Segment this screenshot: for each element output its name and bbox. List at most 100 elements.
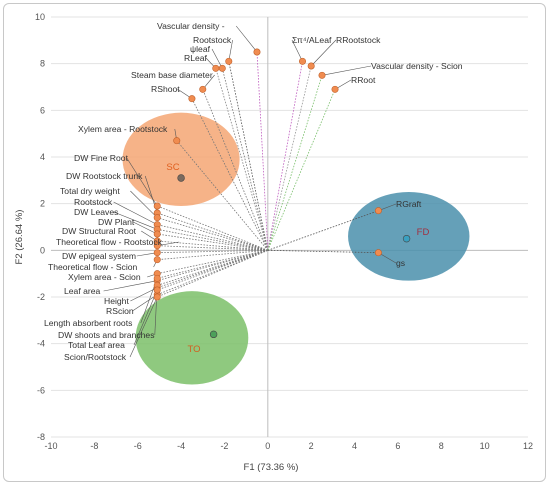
x-tick-label: 6	[395, 441, 400, 451]
observation-point-fd	[402, 234, 411, 243]
variable-point	[153, 274, 161, 282]
loading-vector	[157, 249, 268, 298]
x-tick-label: -6	[134, 441, 142, 451]
label-leader	[228, 39, 233, 62]
label-leader	[113, 201, 158, 225]
loading-vector	[221, 68, 269, 251]
variable-point	[331, 85, 339, 93]
pca-biplot: Vascular density -RootstockψleafRLeafSte…	[14, 12, 533, 473]
label-leader	[130, 190, 158, 218]
variable-label: RGraft	[396, 199, 422, 209]
loading-vector	[157, 217, 268, 251]
label-leader	[321, 65, 372, 76]
loading-vector	[267, 210, 379, 251]
variable-label: Steam base diameter	[131, 70, 213, 80]
variable-label: Vascular density - Scion	[371, 61, 463, 71]
variable-label: Xylem area - Scion	[68, 272, 141, 282]
x-tick-label: 2	[309, 441, 314, 451]
variable-point	[153, 286, 161, 294]
variable-label: gs	[396, 258, 405, 268]
label-leaders	[103, 25, 397, 358]
loading-vector	[267, 89, 336, 251]
variable-label: Vascular density -	[157, 21, 225, 31]
loading-vectors	[157, 51, 379, 298]
variable-label: DW Fine Root	[74, 153, 129, 163]
x-tick-label: 4	[352, 441, 357, 451]
loading-vector	[157, 240, 268, 251]
y-tick-label: -2	[37, 292, 45, 302]
variable-label: Scion/Rootstock	[64, 352, 127, 362]
variable-label: RRoot	[351, 75, 376, 85]
label-leader	[132, 294, 158, 312]
x-tick-label: -10	[44, 441, 57, 451]
loading-vector	[215, 68, 269, 251]
y-tick-label: 8	[40, 59, 45, 69]
variable-label: DW Plant	[98, 217, 135, 227]
variable-label: RShoot	[151, 84, 180, 94]
variable-label: DW Rootstock trunk	[66, 171, 143, 181]
variable-point	[218, 64, 226, 72]
x-tick-label: -4	[177, 441, 185, 451]
loading-vector	[157, 249, 268, 289]
loading-vector	[267, 249, 379, 254]
label-leader	[133, 289, 158, 346]
observation-point-sc	[177, 174, 185, 182]
variable-label: Leaf area	[64, 286, 101, 296]
loading-vector	[267, 75, 323, 251]
variable-label: DW Leaves	[74, 207, 118, 217]
variable-point	[153, 242, 161, 250]
loading-vector	[157, 249, 268, 286]
y-tick-label: -8	[37, 432, 45, 442]
loading-vector	[157, 245, 268, 251]
x-tick-label: -8	[90, 441, 98, 451]
variable-point	[299, 57, 307, 65]
y-tick-label: 4	[40, 152, 45, 162]
variable-point	[153, 230, 161, 238]
label-leader	[235, 25, 258, 53]
variable-label: DW shoots and branches	[58, 330, 155, 340]
variable-point	[153, 249, 161, 257]
loading-vector	[157, 249, 268, 296]
variable-point	[173, 137, 181, 145]
loading-vector	[157, 249, 268, 254]
y-tick-label: -4	[37, 339, 45, 349]
loading-vector	[157, 249, 268, 291]
y-tick-label: -6	[37, 385, 45, 395]
x-tick-label: 8	[439, 441, 444, 451]
loading-vector	[157, 224, 268, 251]
loading-vector	[267, 61, 303, 251]
x-tick-label: 10	[480, 441, 490, 451]
variable-label: RRootstock	[336, 35, 381, 45]
x-tick-label: 0	[265, 441, 270, 451]
y-tick-label: 10	[35, 12, 45, 22]
variable-point	[199, 85, 207, 93]
observation-point-to	[209, 330, 218, 339]
loading-vector	[191, 98, 269, 251]
loading-vector	[256, 51, 269, 251]
variable-point	[188, 95, 196, 103]
variable-point	[153, 293, 161, 301]
observation-points	[177, 174, 411, 339]
loading-vector	[157, 233, 268, 251]
group-label-to: TO	[187, 344, 200, 355]
variable-label: RLeaf	[184, 53, 208, 63]
variable-point	[225, 57, 233, 65]
loading-vector	[157, 212, 268, 251]
x-tick-label: -2	[220, 441, 228, 451]
variable-point	[374, 249, 382, 257]
variable-label: Theoretical flow - Rootstock	[56, 237, 163, 247]
variable-label: Rootstock	[193, 35, 232, 45]
y-axis-title: F2 (26.64 %)	[14, 210, 25, 265]
variable-label: Length absorbent roots	[44, 318, 132, 328]
variable-point	[253, 48, 261, 56]
loading-vector	[157, 249, 268, 275]
label-leader	[310, 39, 337, 67]
label-leader	[113, 211, 158, 230]
group-ellipse-to	[135, 291, 249, 385]
group-label-sc: SC	[166, 162, 179, 173]
variable-point	[153, 202, 161, 210]
y-tick-label: 6	[40, 105, 45, 115]
variable-label: Σπ⁴/ALeaf	[292, 35, 332, 45]
variable-label: Total dry weight	[60, 186, 120, 196]
